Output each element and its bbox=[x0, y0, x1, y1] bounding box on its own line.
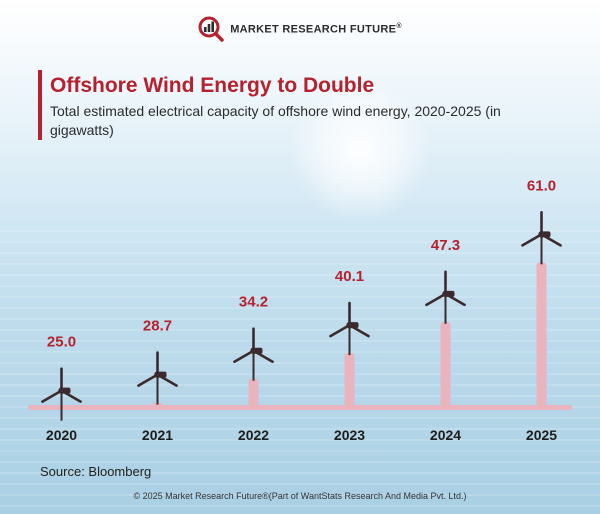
chart-subtitle: Total estimated electrical capacity of o… bbox=[50, 103, 501, 138]
bar-group-2022: 34.2 2022 bbox=[233, 294, 274, 443]
turbine-blade bbox=[521, 233, 543, 247]
bar-group-2024: 47.3 2024 bbox=[425, 237, 466, 443]
turbine-blade bbox=[41, 389, 63, 403]
copyright-notice: © 2025 Market Research Future®(Part of W… bbox=[133, 491, 467, 501]
sun-glow bbox=[290, 80, 430, 220]
bar bbox=[440, 321, 451, 408]
value-label: 34.2 bbox=[239, 294, 268, 311]
bar-group-2021: 28.7 2021 bbox=[137, 318, 178, 443]
source-note: Source: Bloomberg bbox=[40, 464, 152, 479]
x-tick-label: 2020 bbox=[46, 427, 77, 443]
turbine-blade bbox=[137, 373, 159, 387]
turbine-blade bbox=[425, 292, 447, 307]
turbine-hub bbox=[538, 231, 545, 238]
sea-background bbox=[0, 230, 600, 514]
bar bbox=[344, 353, 355, 408]
bar bbox=[248, 378, 259, 408]
bar bbox=[152, 402, 163, 408]
value-label: 47.3 bbox=[431, 237, 460, 254]
bar-group-2020: 25.0 2020 bbox=[41, 334, 82, 443]
baseline bbox=[28, 405, 572, 410]
x-tick-label: 2023 bbox=[334, 427, 365, 443]
value-label: 61.0 bbox=[527, 177, 556, 194]
bar-group-2023: 40.1 2023 bbox=[329, 268, 370, 443]
x-tick-label: 2024 bbox=[430, 427, 461, 443]
value-label: 40.1 bbox=[335, 268, 364, 285]
turbine-hub bbox=[58, 387, 65, 394]
turbine-hub bbox=[442, 290, 449, 298]
turbine-blade bbox=[329, 323, 351, 338]
turbine-hub bbox=[346, 321, 353, 329]
bar bbox=[536, 262, 547, 408]
turbine-hub bbox=[154, 371, 161, 378]
turbine-hub bbox=[250, 347, 257, 354]
brand-name: MARKET RESEARCH FUTURE® bbox=[230, 22, 402, 36]
chart-title: Offshore Wind Energy to Double bbox=[50, 74, 375, 97]
turbine-blade bbox=[233, 349, 255, 363]
value-label: 28.7 bbox=[143, 318, 172, 335]
x-tick-label: 2022 bbox=[238, 427, 269, 443]
value-label: 25.0 bbox=[47, 334, 76, 351]
brand-logo: MARKET RESEARCH FUTURE® bbox=[0, 16, 600, 42]
bar-group-2025: 61.0 2025 bbox=[521, 177, 562, 443]
x-tick-label: 2021 bbox=[142, 427, 173, 443]
title-accent-bar bbox=[38, 70, 42, 140]
magnifier-chart-icon bbox=[198, 16, 224, 42]
x-tick-label: 2025 bbox=[526, 427, 557, 443]
